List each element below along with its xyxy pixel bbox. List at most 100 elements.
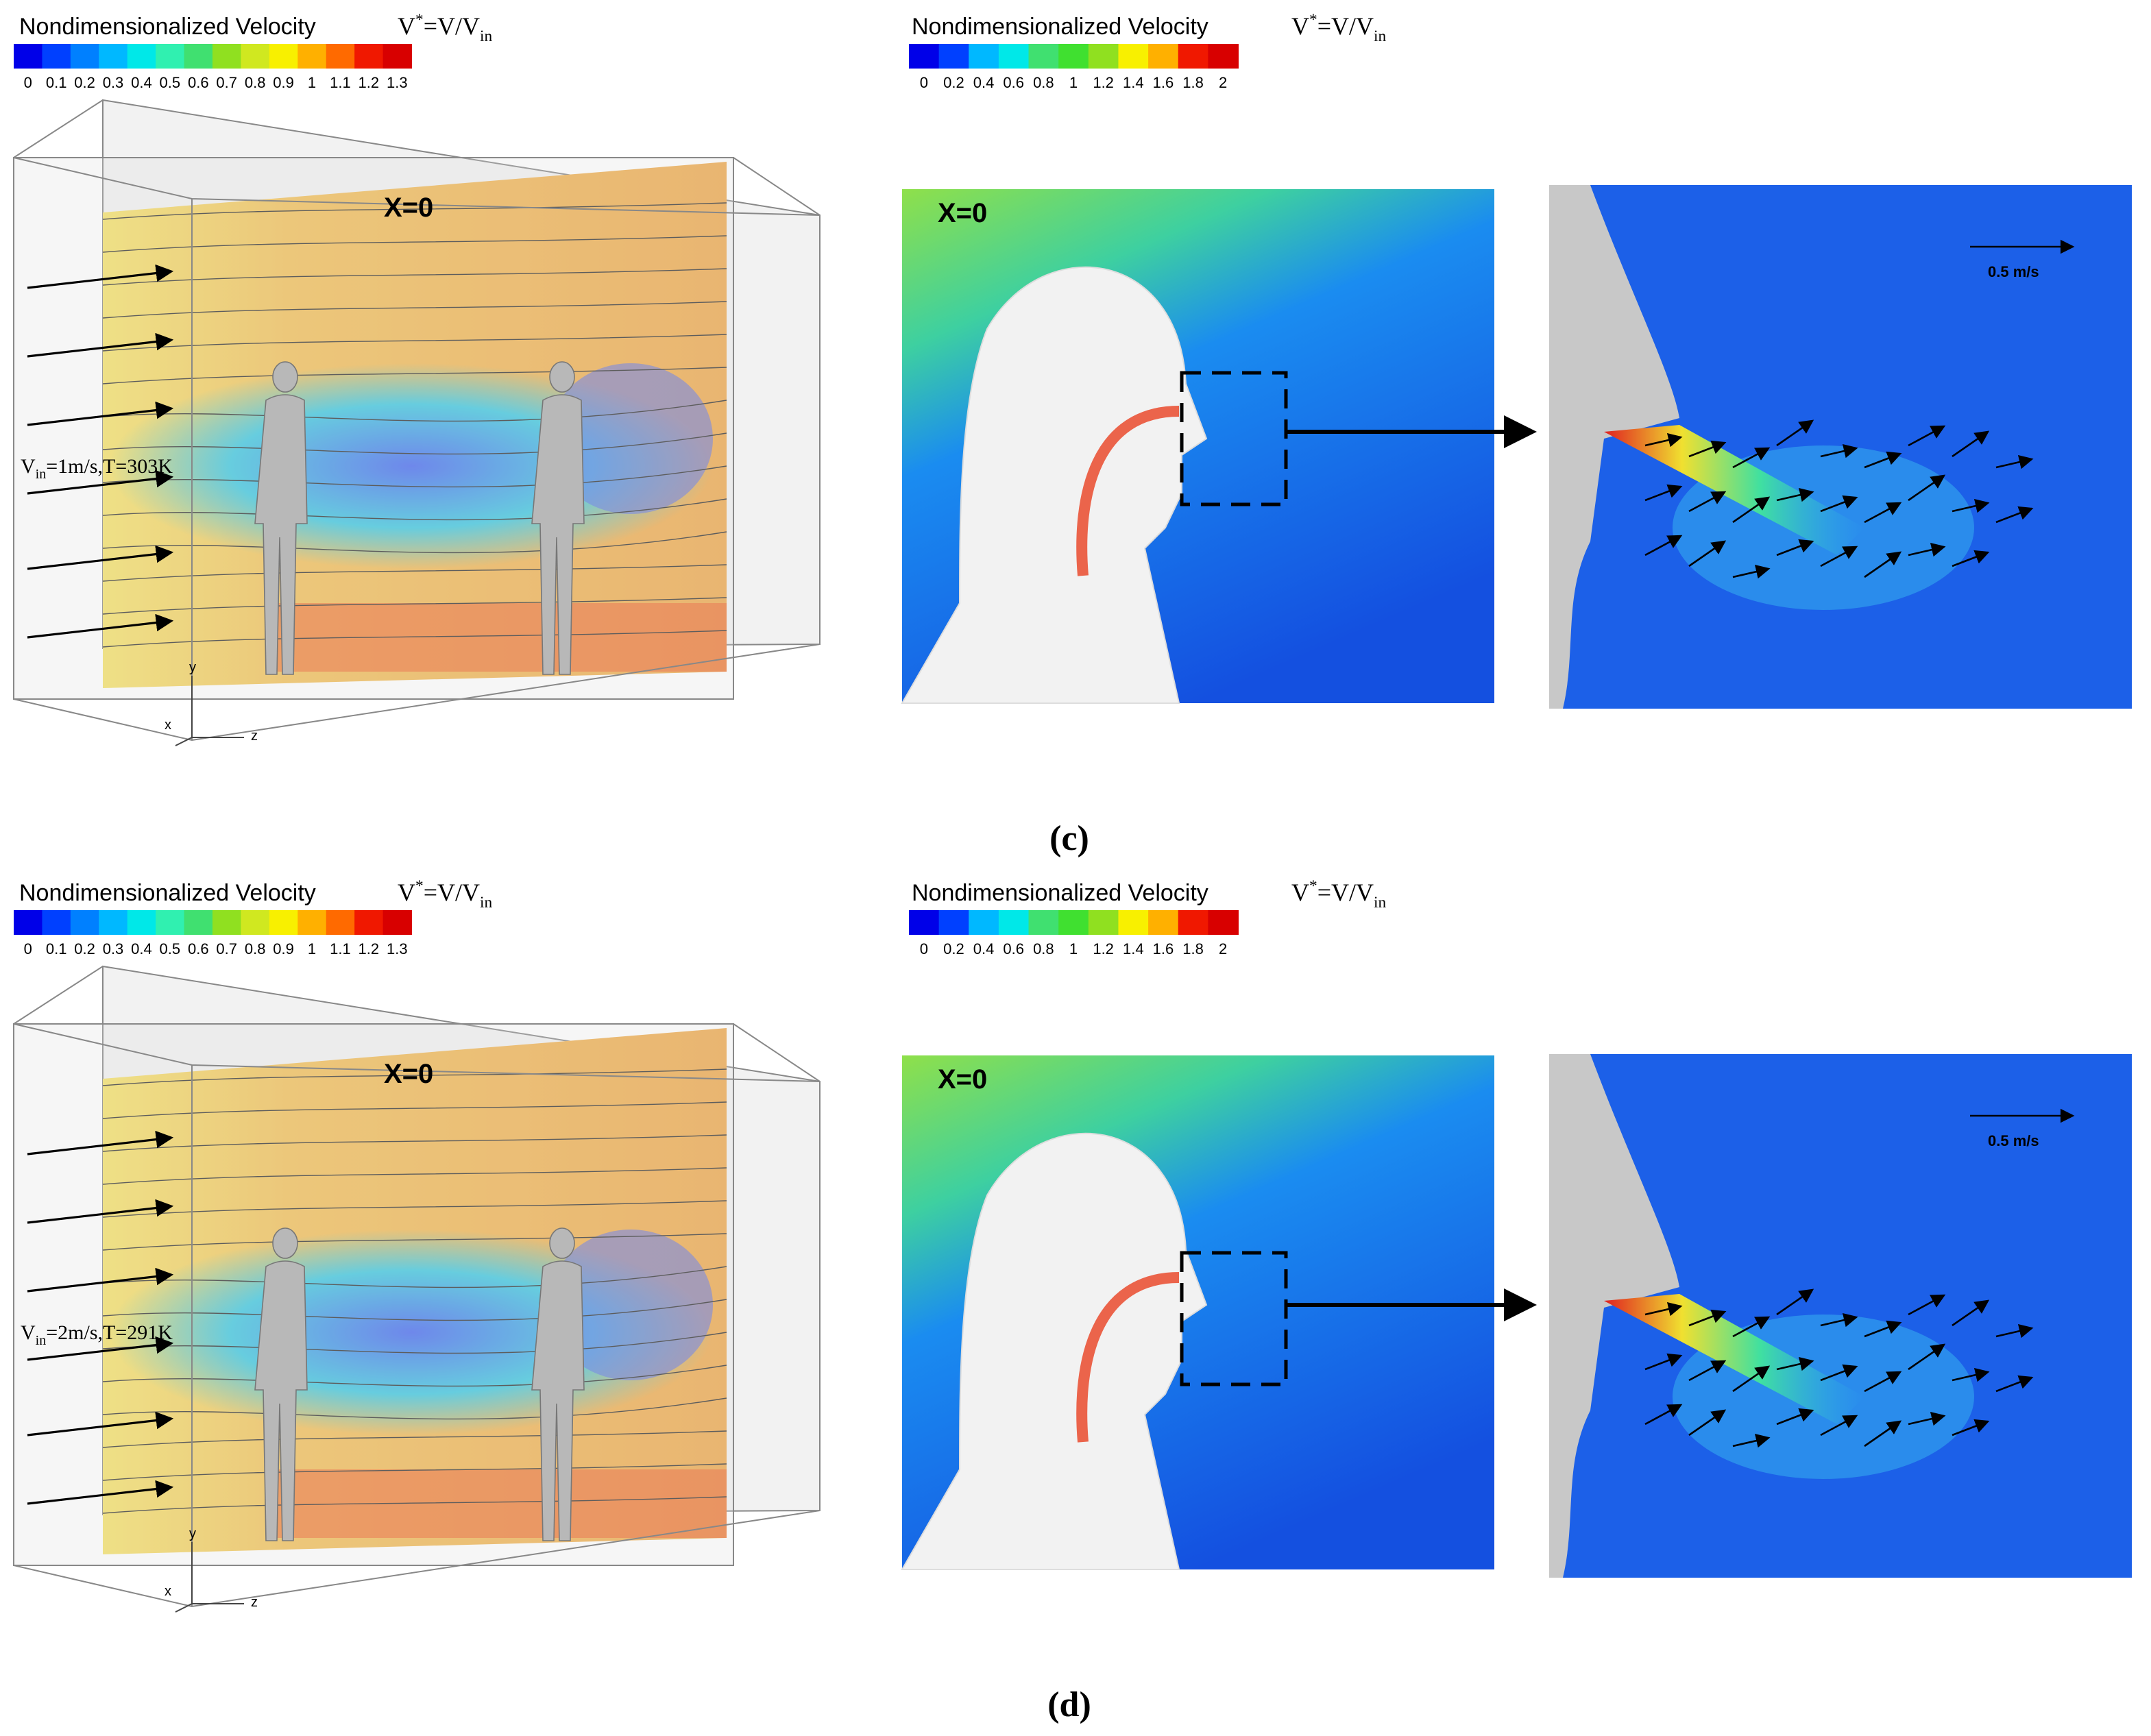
formula-sub: in: [1374, 27, 1386, 45]
formula-rest: =V/V: [1317, 879, 1374, 906]
body: [254, 394, 308, 675]
colorbar-segment: [1118, 910, 1150, 935]
velocity-vector: [1732, 564, 1771, 579]
streamline: [102, 1266, 727, 1288]
velocity-vector: [1732, 1433, 1771, 1448]
colorbar-segment: [1058, 44, 1089, 69]
velocity-vector: [1952, 1419, 1990, 1437]
domain-box-front: [13, 157, 734, 700]
legend-title: Nondimensionalized Velocity: [912, 880, 1208, 906]
airway: [1076, 1272, 1180, 1443]
colorbar-segment: [297, 44, 327, 69]
velocity-vector: [1952, 1299, 1990, 1327]
velocity-vector: [1820, 1415, 1858, 1437]
domain-box-edges: [13, 99, 821, 742]
colorbar-tick-label: 0.7: [216, 940, 237, 957]
velocity-vector: [1820, 1364, 1858, 1382]
colorbar-segment: [1058, 910, 1089, 935]
inlet-base: V: [21, 455, 36, 478]
streamline: [102, 1134, 727, 1152]
streamline: [102, 1068, 727, 1086]
velocity-vector: [1908, 542, 1946, 557]
velocity-vector: [1688, 1360, 1727, 1382]
colorbar-tick-label: 0.9: [273, 940, 294, 957]
colorbar-tick-label: 1: [1069, 940, 1078, 957]
colorbar-segment: [326, 44, 356, 69]
colorbar-tick-label: 0.6: [1003, 74, 1024, 91]
colorbar-segment: [354, 44, 384, 69]
colorbar-tick-label: 0.1: [46, 940, 67, 957]
axis-triad: [175, 676, 244, 746]
velocity-vector: [1995, 506, 2034, 524]
velocity-vector: [1644, 432, 1683, 448]
velocity-vector: [1644, 535, 1683, 557]
velocity-vector: [1644, 484, 1683, 502]
axis-label: y: [189, 1526, 196, 1541]
colorbar-segment: [1208, 910, 1239, 935]
formula-base: V: [1291, 12, 1309, 40]
velocity-vector: [1864, 1420, 1902, 1447]
inlet-arrow: [27, 1480, 174, 1505]
formula: V*=V/Vin: [398, 11, 493, 45]
streamline: [102, 268, 727, 286]
colorbar-tick-label: 0.2: [943, 74, 964, 91]
colorbar-tick-label: 1.1: [330, 940, 351, 957]
velocity-vector: [1732, 447, 1771, 469]
streamline: [102, 235, 727, 253]
streamline: [102, 1496, 727, 1514]
colorbar-segment: [326, 910, 356, 935]
velocity-vector: [1820, 495, 1858, 513]
streamline: [102, 1397, 727, 1420]
colorbar-tick-label: 1.2: [358, 940, 380, 957]
formula-sub: in: [480, 27, 492, 45]
velocity-vector: [1995, 1375, 2034, 1393]
colorbar-segment: [212, 910, 242, 935]
inlet-arrow: [27, 1267, 174, 1293]
inlet-arrow: [27, 613, 174, 639]
streamline: [102, 1101, 727, 1119]
formula-rest: =V/V: [424, 12, 480, 40]
colorbar-tick-label: 1.3: [387, 940, 408, 957]
inlet-arrow: [27, 545, 174, 570]
streamline: [102, 498, 727, 521]
inlet-arrow: [27, 469, 174, 495]
colorbar-tick-label: 0.4: [131, 74, 152, 91]
colorbar-tick-label: 0: [24, 940, 32, 957]
colorbar-tick-label: 1: [1069, 74, 1078, 91]
formula-base: V: [398, 879, 415, 906]
colorbar-segment: [1148, 44, 1179, 69]
colorbar-segment: [1028, 910, 1060, 935]
velocity-vector: [1952, 498, 1990, 513]
slice-label: X=0: [384, 193, 433, 223]
velocity-vector: [1732, 1365, 1771, 1393]
inlet-arrow: [27, 1411, 174, 1437]
colorbar-tick-label: 0.8: [1033, 74, 1054, 91]
colorbar-segment: [998, 44, 1030, 69]
panel-caption: (c): [1049, 819, 1089, 858]
colorbar-tick-label: 0.2: [943, 940, 964, 957]
velocity-vector: [1776, 487, 1814, 502]
legend-title: Nondimensionalized Velocity: [19, 14, 316, 40]
velocity-vector: [1688, 1409, 1727, 1437]
colorbar-tick-label: 1.4: [1123, 940, 1144, 957]
colorbar-tick-label: 0: [920, 74, 928, 91]
colorbar-segment: [42, 44, 71, 69]
colorbar-tick-label: 0.6: [188, 74, 209, 91]
colorbar-tick-label: 0.8: [245, 74, 266, 91]
colorbar-tick-label: 1.6: [1153, 74, 1174, 91]
velocity-vector: [1995, 1323, 2034, 1338]
velocity-vector: [1864, 451, 1902, 469]
human-model: [254, 1227, 308, 1541]
colorbar-segment: [42, 910, 71, 935]
formula-sup: *: [415, 877, 424, 895]
colorbar-tick-label: 0.1: [46, 74, 67, 91]
velocity-vector: [1864, 502, 1902, 524]
slice-label: X=0: [938, 198, 987, 228]
axis-label: y: [189, 660, 196, 675]
colorbar-tick-label: 0: [920, 940, 928, 957]
body: [531, 1260, 585, 1541]
colorbar-segment: [969, 910, 999, 935]
streamline: [102, 1463, 727, 1481]
velocity-vector: [1776, 1356, 1814, 1371]
velocity-vector: [1864, 551, 1902, 578]
